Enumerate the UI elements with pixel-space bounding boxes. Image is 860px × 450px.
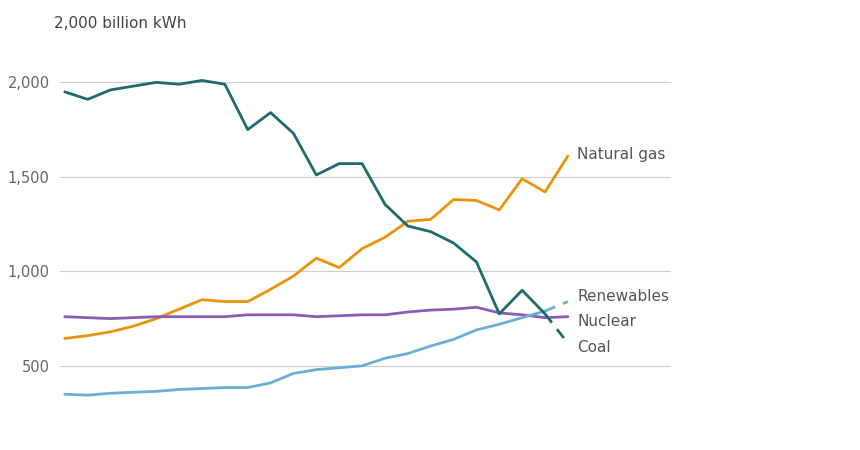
Text: Coal: Coal <box>577 340 611 356</box>
Text: Nuclear: Nuclear <box>577 314 636 329</box>
Text: 2,000 billion kWh: 2,000 billion kWh <box>54 16 187 32</box>
Text: Renewables: Renewables <box>577 289 669 304</box>
Text: Natural gas: Natural gas <box>577 147 666 162</box>
